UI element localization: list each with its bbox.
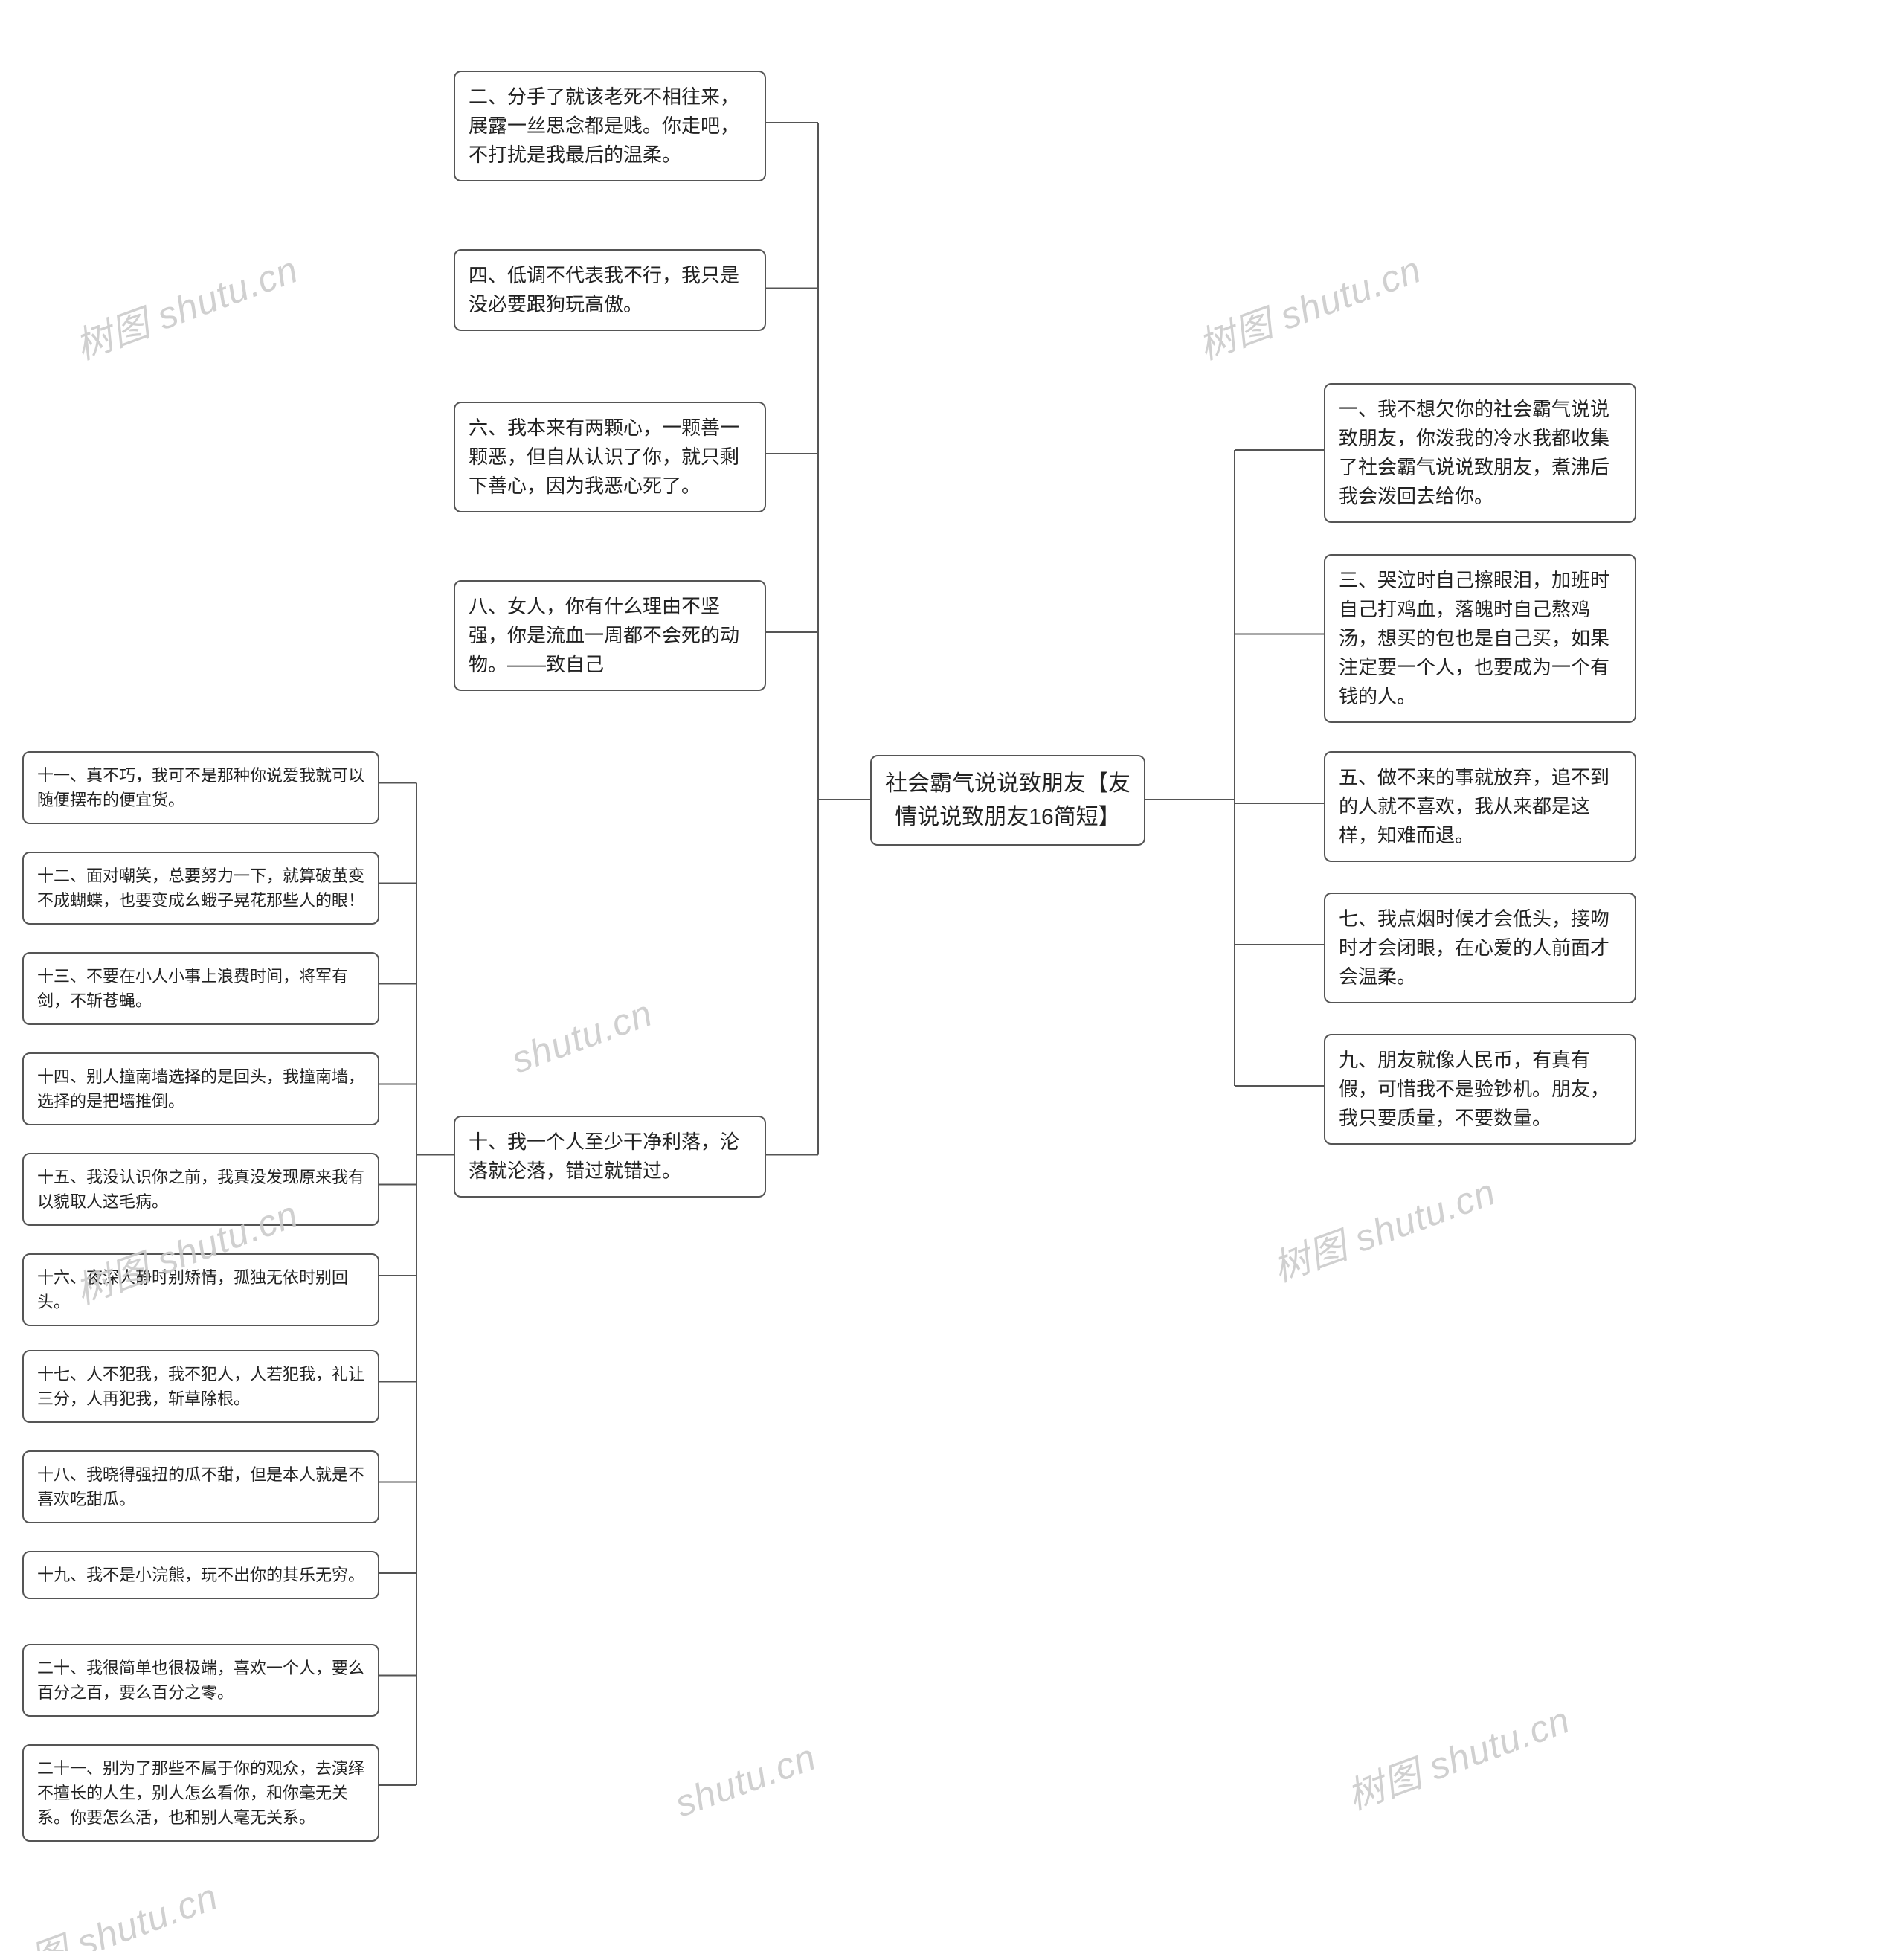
left-sub-node-text-5: 十六、夜深人静时别矫情，孤独无依时别回头。	[37, 1268, 348, 1311]
right-node-text-0: 一、我不想欠你的社会霸气说说致朋友，你泼我的冷水我都收集了社会霸气说说致朋友，煮…	[1339, 398, 1609, 507]
left-node-text-3: 八、女人，你有什么理由不坚强，你是流血一周都不会死的动物。——致自己	[469, 595, 739, 675]
left-sub-node-5: 十六、夜深人静时别矫情，孤独无依时别回头。	[22, 1253, 379, 1326]
center-node: 社会霸气说说致朋友【友情说说致朋友16简短】	[870, 755, 1145, 846]
left-sub-node-3: 十四、别人撞南墙选择的是回头，我撞南墙，选择的是把墙推倒。	[22, 1052, 379, 1125]
watermark-2: 树图 shutu.cn	[1190, 240, 1428, 370]
right-node-3: 七、我点烟时候才会低头，接吻时才会闭眼，在心爱的人前面才会温柔。	[1324, 893, 1636, 1003]
center-text: 社会霸气说说致朋友【友情说说致朋友16简短】	[885, 771, 1130, 829]
left-sub-node-10: 二十一、别为了那些不属于你的观众，去演绎不擅长的人生，别人怎么看你，和你毫无关系…	[22, 1744, 379, 1842]
right-node-2: 五、做不来的事就放弃，追不到的人就不喜欢，我从来都是这样，知难而退。	[1324, 751, 1636, 862]
left-sub-node-7: 十八、我晓得强扭的瓜不甜，但是本人就是不喜欢吃甜瓜。	[22, 1450, 379, 1523]
left-sub-node-text-8: 十九、我不是小浣熊，玩不出你的其乐无穷。	[37, 1566, 364, 1584]
left-sub-node-text-10: 二十一、别为了那些不属于你的观众，去演绎不擅长的人生，别人怎么看你，和你毫无关系…	[37, 1759, 364, 1827]
left-sub-node-8: 十九、我不是小浣熊，玩不出你的其乐无穷。	[22, 1551, 379, 1599]
mindmap-canvas: 社会霸气说说致朋友【友情说说致朋友16简短】 一、我不想欠你的社会霸气说说致朋友…	[0, 0, 1904, 1951]
left-sub-node-9: 二十、我很简单也很极端，喜欢一个人，要么百分之百，要么百分之零。	[22, 1644, 379, 1717]
left-sub-node-text-9: 二十、我很简单也很极端，喜欢一个人，要么百分之百，要么百分之零。	[37, 1659, 364, 1702]
left-node-2: 六、我本来有两颗心，一颗善一颗恶，但自从认识了你，就只剩下善心，因为我恶心死了。	[454, 402, 766, 512]
left-node-text-2: 六、我本来有两颗心，一颗善一颗恶，但自从认识了你，就只剩下善心，因为我恶心死了。	[469, 417, 739, 497]
left-node-text-4: 十、我一个人至少干净利落，沦落就沦落，错过就错过。	[469, 1131, 739, 1182]
watermark-7: 树图 shutu.cn	[1339, 1691, 1577, 1821]
left-node-text-0: 二、分手了就该老死不相往来，展露一丝思念都是贱。你走吧，不打扰是我最后的温柔。	[469, 86, 739, 166]
left-sub-node-6: 十七、人不犯我，我不犯人，人若犯我，礼让三分，人再犯我，斩草除根。	[22, 1350, 379, 1423]
left-sub-node-text-2: 十三、不要在小人小事上浪费时间，将军有剑，不斩苍蝇。	[37, 967, 348, 1010]
watermark-1: shutu.cn	[506, 991, 658, 1082]
right-node-1: 三、哭泣时自己擦眼泪，加班时自己打鸡血，落魄时自己熬鸡汤，想买的包也是自己买，如…	[1324, 554, 1636, 723]
left-node-4: 十、我一个人至少干净利落，沦落就沦落，错过就错过。	[454, 1116, 766, 1198]
right-node-0: 一、我不想欠你的社会霸气说说致朋友，你泼我的冷水我都收集了社会霸气说说致朋友，煮…	[1324, 383, 1636, 523]
left-node-3: 八、女人，你有什么理由不坚强，你是流血一周都不会死的动物。——致自己	[454, 580, 766, 691]
left-node-0: 二、分手了就该老死不相往来，展露一丝思念都是贱。你走吧，不打扰是我最后的温柔。	[454, 71, 766, 181]
watermark-0: 树图 shutu.cn	[67, 240, 305, 370]
left-sub-node-text-7: 十八、我晓得强扭的瓜不甜，但是本人就是不喜欢吃甜瓜。	[37, 1465, 364, 1508]
left-sub-node-4: 十五、我没认识你之前，我真没发现原来我有以貌取人这毛病。	[22, 1153, 379, 1226]
left-node-text-1: 四、低调不代表我不行，我只是没必要跟狗玩高傲。	[469, 264, 739, 315]
left-sub-node-text-3: 十四、别人撞南墙选择的是回头，我撞南墙，选择的是把墙推倒。	[37, 1067, 364, 1111]
left-sub-node-0: 十一、真不巧，我可不是那种你说爱我就可以随便摆布的便宜货。	[22, 751, 379, 824]
left-sub-node-text-0: 十一、真不巧，我可不是那种你说爱我就可以随便摆布的便宜货。	[37, 766, 364, 809]
left-sub-node-text-6: 十七、人不犯我，我不犯人，人若犯我，礼让三分，人再犯我，斩草除根。	[37, 1365, 364, 1408]
watermark-3: 树图 shutu.cn	[1264, 1163, 1502, 1293]
left-sub-node-2: 十三、不要在小人小事上浪费时间，将军有剑，不斩苍蝇。	[22, 952, 379, 1025]
watermark-6: 图 shutu.cn	[22, 1867, 225, 1951]
watermark-5: shutu.cn	[669, 1735, 822, 1826]
right-node-text-3: 七、我点烟时候才会低头，接吻时才会闭眼，在心爱的人前面才会温柔。	[1339, 907, 1609, 988]
right-node-text-4: 九、朋友就像人民币，有真有假，可惜我不是验钞机。朋友，我只要质量，不要数量。	[1339, 1049, 1609, 1129]
left-sub-node-text-1: 十二、面对嘲笑，总要努力一下，就算破茧变不成蝴蝶，也要变成幺蛾子晃花那些人的眼！	[37, 867, 364, 910]
left-sub-node-1: 十二、面对嘲笑，总要努力一下，就算破茧变不成蝴蝶，也要变成幺蛾子晃花那些人的眼！	[22, 852, 379, 925]
left-sub-node-text-4: 十五、我没认识你之前，我真没发现原来我有以貌取人这毛病。	[37, 1168, 364, 1211]
right-node-text-2: 五、做不来的事就放弃，追不到的人就不喜欢，我从来都是这样，知难而退。	[1339, 766, 1609, 846]
right-node-text-1: 三、哭泣时自己擦眼泪，加班时自己打鸡血，落魄时自己熬鸡汤，想买的包也是自己买，如…	[1339, 569, 1609, 707]
right-node-4: 九、朋友就像人民币，有真有假，可惜我不是验钞机。朋友，我只要质量，不要数量。	[1324, 1034, 1636, 1145]
left-node-1: 四、低调不代表我不行，我只是没必要跟狗玩高傲。	[454, 249, 766, 331]
